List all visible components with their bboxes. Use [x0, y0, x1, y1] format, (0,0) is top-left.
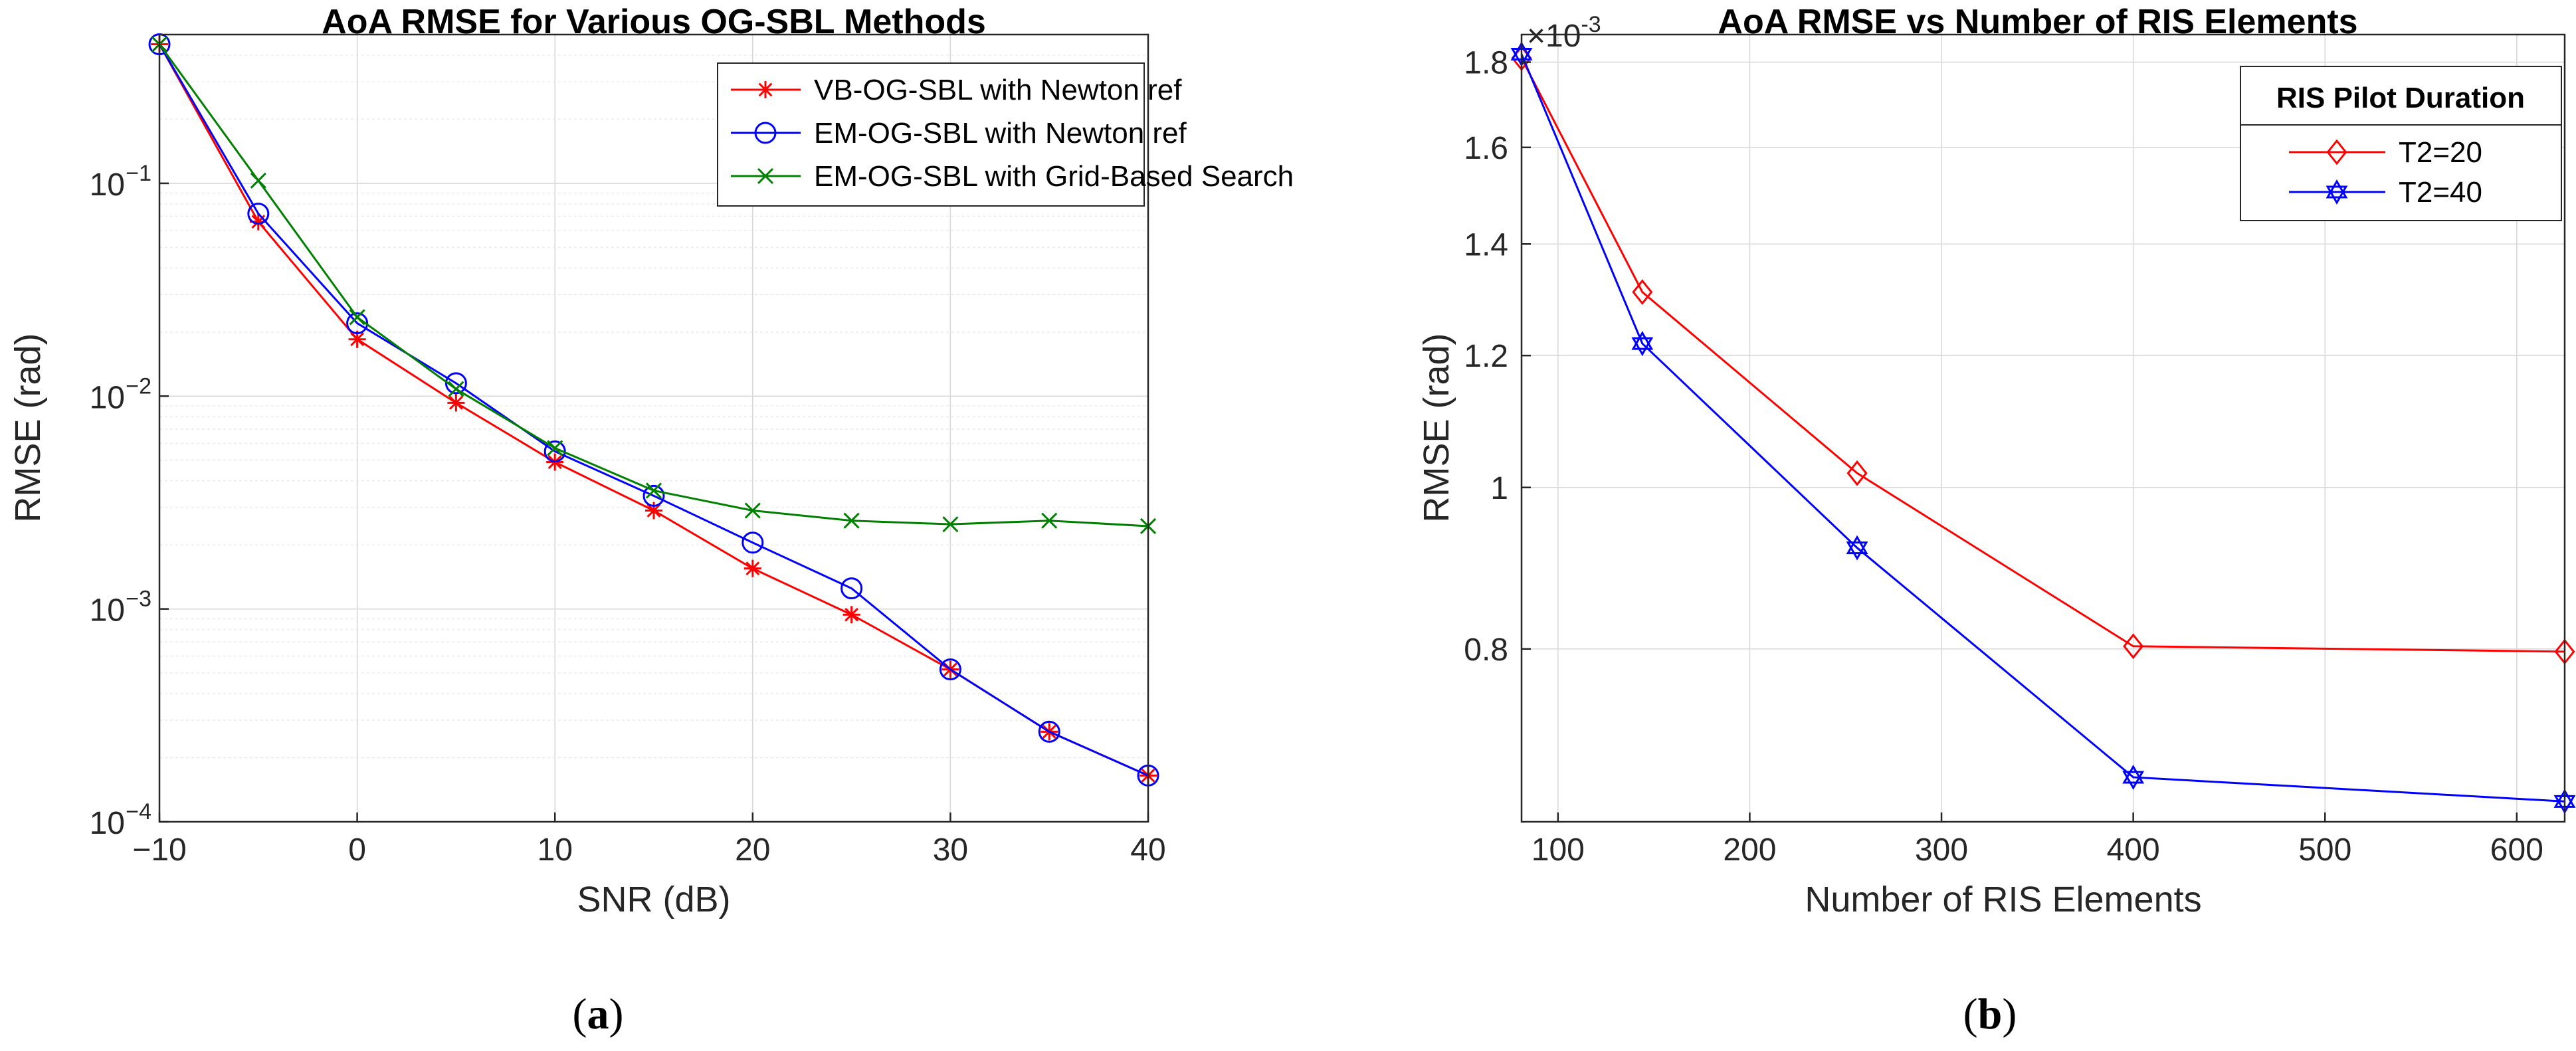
- x-axis-label-b: Number of RIS Elements: [1805, 880, 2201, 919]
- data-point-a-2-2: [349, 309, 365, 326]
- data-point-b-1-3: [2122, 764, 2145, 790]
- legend-marker-a-1: [754, 122, 777, 144]
- data-point-a-0-1: [249, 213, 267, 231]
- series-b: [1510, 41, 2576, 814]
- y-tick-exp-a-2: −2: [126, 373, 151, 399]
- legend-marker-a-2: [757, 167, 774, 185]
- data-point-a-2-9: [1041, 512, 1058, 529]
- y-tick-label-b-0: 0.8: [1464, 632, 1508, 668]
- data-point-a-1-8: [939, 658, 961, 681]
- y-tick-label-b-3: 1.4: [1464, 227, 1508, 262]
- y-tick-label-b-2: 1.2: [1464, 339, 1508, 374]
- data-point-a-1-7: [841, 577, 863, 600]
- data-point-a-2-8: [942, 516, 959, 533]
- data-point-a-2-3: [448, 381, 464, 397]
- chart-title-b: AoA RMSE vs Number of RIS Elements: [1718, 3, 2357, 41]
- legend-marker-b-0: [2326, 139, 2347, 165]
- y-tick-exp-a-3: −1: [126, 161, 151, 186]
- data-point-a-1-5: [643, 484, 665, 507]
- legend-entry-b-0: T2=20: [2399, 136, 2482, 169]
- chart-title-a: AoA RMSE for Various OG-SBL Methods: [322, 3, 986, 41]
- x-tick-label-a-0: −10: [132, 832, 186, 868]
- ticks-b: 100 200 300 400 500 600 0.8 1 1.2 1.4 1.6 1.8: [1464, 46, 2543, 868]
- data-point-a-2-6: [744, 502, 761, 519]
- data-point-a-1-9: [1038, 720, 1060, 743]
- legend-b: RIS Pilot Duration T2=20 T2=40: [2240, 66, 2562, 221]
- x-tick-label-b-1: 200: [1723, 832, 1776, 868]
- legend-box-a: [717, 62, 1145, 207]
- data-point-a-0-7: [842, 606, 860, 624]
- data-point-b-0-1: [1632, 279, 1653, 306]
- y-tick-label-a-0: 10: [90, 806, 125, 841]
- data-point-a-1-1: [247, 203, 270, 225]
- legend-entry-b-1: T2=40: [2399, 176, 2482, 209]
- x-tick-label-b-4: 500: [2298, 832, 2351, 868]
- data-point-a-2-7: [843, 512, 860, 529]
- series-line-b-0: [1520, 57, 2565, 653]
- axes-box-a: [158, 33, 1149, 823]
- legend-marker-b-1: [2326, 179, 2348, 205]
- x-tick-label-a-4: 30: [933, 832, 968, 868]
- y-axis-label-b: RMSE (rad): [1417, 333, 1456, 522]
- x-tick-label-b-0: 100: [1532, 832, 1585, 868]
- y-tick-label-b-4: 1.6: [1464, 131, 1508, 166]
- legend-a: VB-OG-SBL with Newton ref EM-OG-SBL with…: [717, 62, 1294, 207]
- series-line-b-1: [1520, 53, 2565, 803]
- x-tick-label-b-5: 600: [2490, 832, 2543, 868]
- data-point-a-1-3: [445, 372, 467, 395]
- x-tick-label-b-3: 400: [2107, 832, 2160, 868]
- axes-box-b: [1520, 33, 2566, 823]
- series-line-a-1: [158, 43, 1149, 777]
- data-point-b-1-2: [1846, 535, 1868, 561]
- legend-entry-a-0: VB-OG-SBL with Newton ref: [814, 74, 1182, 106]
- panel-label-b: (b): [1963, 990, 2017, 1038]
- data-point-a-0-6: [743, 559, 761, 577]
- data-point-a-0-5: [645, 502, 662, 520]
- y-tick-label-a-1: 10: [90, 593, 125, 628]
- y-tick-exp-a-1: −3: [126, 587, 151, 612]
- legend-entry-a-1: EM-OG-SBL with Newton ref: [814, 117, 1187, 149]
- y-tick-label-b-5: 1.8: [1464, 46, 1508, 81]
- data-point-a-2-4: [547, 440, 563, 456]
- data-point-b-0-2: [1846, 460, 1868, 486]
- y-tick-exp-a-0: −4: [126, 799, 151, 824]
- data-point-a-1-6: [742, 531, 764, 554]
- legend-box-b: [2240, 66, 2562, 221]
- data-point-b-1-1: [1631, 331, 1654, 357]
- data-point-a-2-5: [645, 482, 662, 499]
- legend-entry-a-2: EM-OG-SBL with Grid-Based Search: [814, 160, 1294, 193]
- x-tick-label-a-5: 40: [1130, 832, 1165, 868]
- y-tick-label-a-2: 10: [90, 380, 125, 415]
- y-tick-label-a-3: 10: [90, 167, 125, 203]
- legend-marker-a-0: [757, 81, 774, 98]
- data-point-a-2-1: [250, 172, 266, 189]
- x-tick-label-a-2: 10: [538, 832, 573, 868]
- panel-label-a: (a): [573, 990, 624, 1038]
- series-a: [148, 33, 1159, 787]
- x-tick-label-a-3: 20: [735, 832, 770, 868]
- y-multiplier-b: ×10-3: [1527, 12, 1601, 54]
- x-tick-label-a-1: 0: [348, 832, 366, 868]
- y-axis-label-a: RMSE (rad): [8, 333, 48, 522]
- panel-b: 100 200 300 400 500 600 0.8 1 1.2 1.4 1.6 1.8 ×10-3…: [1417, 3, 2576, 1038]
- data-point-a-0-2: [348, 330, 366, 348]
- x-tick-label-b-2: 300: [1915, 832, 1968, 868]
- y-tick-label-b-1: 1: [1490, 471, 1508, 506]
- data-point-b-0-3: [2123, 633, 2144, 660]
- legend-title-b: RIS Pilot Duration: [2276, 82, 2525, 114]
- x-axis-label-a: SNR (dB): [577, 880, 730, 919]
- data-point-a-0-3: [447, 394, 465, 412]
